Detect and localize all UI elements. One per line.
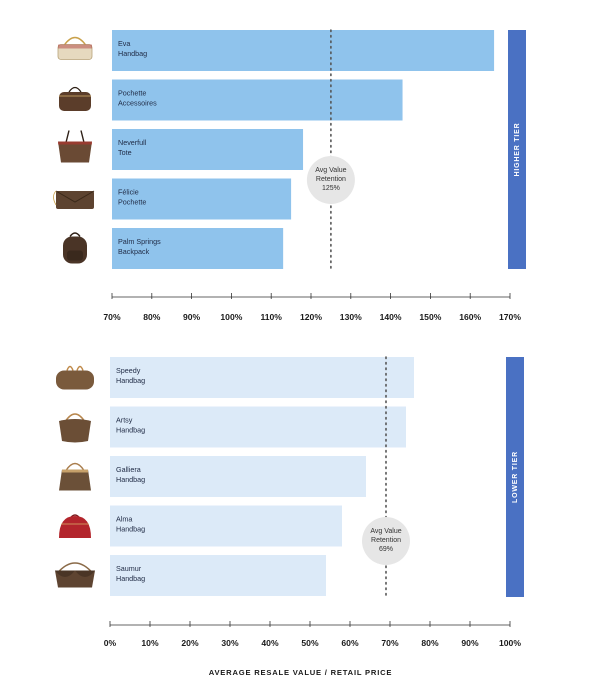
tier-band — [508, 30, 526, 269]
bar — [110, 406, 406, 448]
bar — [112, 79, 403, 121]
flap-icon — [55, 190, 95, 203]
x-tick-label: 90% — [183, 312, 201, 322]
bar-label: Pochette Accessoires — [118, 89, 157, 108]
bar-label: Speedy Handbag — [116, 366, 145, 385]
handbag-body-icon — [57, 44, 93, 60]
bag-thumbnail-icon — [58, 130, 92, 163]
bar — [110, 456, 366, 497]
x-tick-label: 70% — [103, 312, 121, 322]
flap-icon — [55, 570, 95, 577]
strap-icon — [56, 562, 94, 574]
x-tick-label: 100% — [220, 312, 242, 322]
x-tick-label: 60% — [341, 638, 359, 648]
handbag-body-icon — [59, 469, 91, 491]
x-tick-label: 80% — [143, 312, 161, 322]
tier-band — [506, 357, 524, 597]
bar-label: Neverfull Tote — [118, 138, 147, 157]
bag-thumbnail-icon — [59, 462, 91, 491]
bag-thumbnail-icon — [56, 365, 94, 390]
pochette-body-icon — [56, 191, 94, 209]
bar — [112, 228, 284, 269]
strap-icon — [65, 462, 85, 471]
x-tick-label: 20% — [181, 638, 199, 648]
x-tick-label: 50% — [301, 638, 319, 648]
average-label: Avg Value Retention 125% — [315, 167, 346, 192]
bar-label: Félicie Pochette — [118, 188, 146, 207]
tier-label: LOWER TIER — [512, 451, 519, 503]
x-axis-title: AVERAGE RESALE VALUE / RETAIL PRICE — [208, 668, 393, 677]
bar-label: Palm Springs Backpack — [118, 237, 161, 256]
x-tick-label: 40% — [261, 638, 279, 648]
x-tick-label: 120% — [300, 312, 322, 322]
handbag-body-icon — [59, 92, 91, 111]
bar-label: Galliera Handbag — [116, 465, 145, 484]
average-label: Avg Value Retention 69% — [370, 528, 401, 553]
x-tick-label: 170% — [499, 312, 521, 322]
bag-thumbnail-icon — [59, 86, 91, 111]
handbag-body-icon — [58, 141, 92, 163]
bag-thumbnail-icon — [59, 514, 91, 538]
x-tick-label: 140% — [380, 312, 402, 322]
chain-strap-icon — [63, 36, 87, 46]
bag-thumbnail-icon — [59, 413, 91, 443]
bar — [112, 30, 495, 71]
trim-icon — [58, 44, 92, 49]
x-tick-label: 70% — [381, 638, 399, 648]
x-tick-label: 0% — [104, 638, 117, 648]
bar — [110, 505, 342, 547]
bar-label: Artsy Handbag — [116, 416, 145, 435]
handbag-body-icon — [59, 419, 91, 443]
x-tick-label: 80% — [421, 638, 439, 648]
trim-icon — [58, 141, 92, 145]
x-tick-label: 150% — [419, 312, 441, 322]
x-tick-label: 100% — [499, 638, 521, 648]
bag-thumbnail-icon — [63, 232, 87, 264]
bar — [112, 129, 304, 170]
average-badge — [362, 517, 410, 565]
x-tick-label: 30% — [221, 638, 239, 648]
bar-label: Saumur Handbag — [116, 564, 145, 583]
strap-icon — [65, 130, 85, 143]
strap-icon — [68, 86, 82, 93]
trim-icon — [62, 469, 88, 473]
chain-icon — [53, 190, 57, 206]
tier-label: HIGHER TIER — [514, 123, 521, 177]
higher-tier-panel: Eva Handbag Pochette Accessoires Neverfull To… — [53, 29, 526, 322]
x-tick-label: 130% — [340, 312, 362, 322]
bar-label: Eva Handbag — [118, 39, 147, 58]
handbag-body-icon — [59, 516, 91, 538]
lower-tier-panel: Speedy Handbag Artsy Handbag Galliera Handbag… — [55, 356, 524, 648]
bag-thumbnail-icon — [57, 36, 93, 60]
average-badge — [306, 156, 355, 204]
x-tick-label: 10% — [141, 638, 159, 648]
x-tick-label: 90% — [461, 638, 479, 648]
bar — [110, 357, 414, 398]
x-tick-label: 160% — [459, 312, 481, 322]
handbag-body-icon — [56, 370, 94, 390]
x-tick-label: 110% — [260, 312, 282, 322]
bar — [112, 178, 292, 220]
pocket-icon — [67, 250, 83, 261]
bag-thumbnail-icon — [53, 190, 95, 209]
handle-icon — [69, 232, 81, 237]
bag-thumbnail-icon — [55, 562, 95, 588]
handle-icon — [66, 365, 84, 371]
bar-label: Alma Handbag — [116, 515, 145, 534]
bar — [110, 555, 326, 596]
